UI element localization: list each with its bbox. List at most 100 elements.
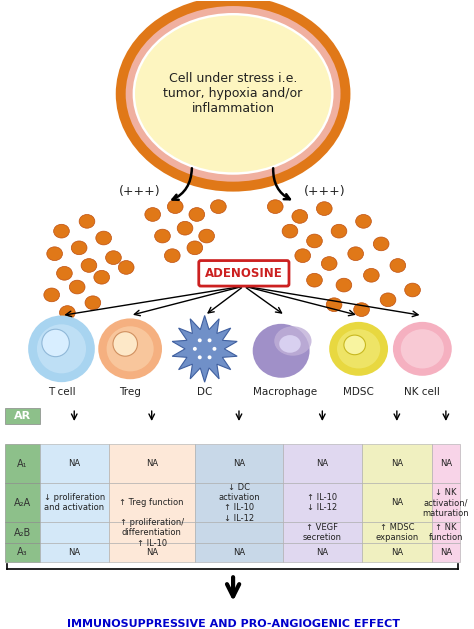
Text: A₃: A₃ (17, 547, 27, 557)
Ellipse shape (326, 298, 342, 311)
FancyBboxPatch shape (5, 483, 40, 523)
FancyBboxPatch shape (5, 523, 40, 543)
Ellipse shape (47, 247, 63, 260)
Ellipse shape (155, 229, 170, 243)
Ellipse shape (295, 249, 310, 262)
Text: A₂B: A₂B (14, 528, 31, 538)
Text: ↑ IL-10
↓ IL-12: ↑ IL-10 ↓ IL-12 (307, 493, 337, 513)
Text: ↑ proliferation/
differentiation
↑ IL-10: ↑ proliferation/ differentiation ↑ IL-10 (119, 518, 184, 548)
Ellipse shape (336, 278, 352, 292)
Text: A₁: A₁ (17, 459, 27, 469)
Text: NA: NA (391, 548, 403, 557)
Text: ↑ Treg function: ↑ Treg function (119, 498, 184, 508)
FancyBboxPatch shape (40, 523, 109, 543)
Ellipse shape (69, 280, 85, 294)
FancyBboxPatch shape (5, 408, 40, 425)
Ellipse shape (79, 214, 95, 228)
Ellipse shape (393, 322, 452, 376)
Text: A₂A: A₂A (14, 498, 31, 508)
Text: Macrophage: Macrophage (253, 387, 317, 397)
Text: ↑ NK
function: ↑ NK function (428, 523, 463, 542)
FancyBboxPatch shape (283, 444, 362, 483)
Text: NA: NA (316, 459, 328, 468)
Ellipse shape (390, 259, 406, 272)
Ellipse shape (107, 326, 154, 371)
Ellipse shape (199, 229, 214, 243)
Ellipse shape (60, 306, 75, 320)
Text: NA: NA (146, 459, 158, 468)
Ellipse shape (253, 324, 310, 378)
Text: Treg: Treg (119, 387, 141, 397)
Ellipse shape (380, 293, 396, 307)
FancyBboxPatch shape (195, 444, 283, 483)
Ellipse shape (98, 318, 162, 379)
Text: NA: NA (391, 459, 403, 468)
Ellipse shape (282, 225, 298, 238)
Text: NA: NA (316, 548, 328, 557)
Text: (+++): (+++) (303, 186, 345, 198)
Ellipse shape (329, 322, 388, 376)
Polygon shape (172, 316, 237, 382)
Text: Cell under stress i.e.
tumor, hypoxia and/or
inflammation: Cell under stress i.e. tumor, hypoxia an… (164, 72, 303, 115)
Text: ↑ VEGF
secretion: ↑ VEGF secretion (303, 523, 342, 542)
Text: ADENOSINE: ADENOSINE (205, 267, 283, 280)
FancyBboxPatch shape (362, 483, 432, 523)
Text: NA: NA (233, 548, 245, 557)
FancyBboxPatch shape (283, 543, 362, 562)
Text: NK cell: NK cell (404, 387, 440, 397)
Ellipse shape (85, 296, 100, 309)
FancyBboxPatch shape (109, 543, 195, 562)
Circle shape (198, 355, 202, 359)
Text: NA: NA (68, 459, 80, 468)
Ellipse shape (135, 15, 331, 172)
Text: (+++): (+++) (119, 186, 161, 198)
Text: NA: NA (440, 548, 452, 557)
Ellipse shape (96, 231, 111, 245)
FancyBboxPatch shape (195, 483, 283, 523)
FancyBboxPatch shape (195, 523, 283, 543)
Text: ↓ NK
activation/
maturation: ↓ NK activation/ maturation (422, 488, 469, 518)
Text: AR: AR (14, 411, 31, 421)
Circle shape (193, 347, 197, 351)
Ellipse shape (274, 326, 311, 355)
FancyBboxPatch shape (195, 543, 283, 562)
Text: NA: NA (391, 498, 403, 508)
Ellipse shape (401, 329, 444, 369)
Ellipse shape (54, 225, 69, 238)
Ellipse shape (118, 260, 134, 274)
Circle shape (208, 338, 211, 342)
Ellipse shape (337, 329, 380, 369)
Ellipse shape (374, 237, 389, 251)
FancyBboxPatch shape (432, 523, 460, 543)
Ellipse shape (348, 247, 364, 260)
Ellipse shape (189, 208, 205, 221)
Ellipse shape (187, 241, 203, 255)
FancyBboxPatch shape (5, 543, 40, 562)
Ellipse shape (71, 241, 87, 255)
Text: MDSC: MDSC (343, 387, 374, 397)
Text: ↑ MDSC
expansion: ↑ MDSC expansion (375, 523, 419, 542)
FancyBboxPatch shape (40, 483, 109, 523)
FancyBboxPatch shape (283, 483, 362, 523)
Ellipse shape (279, 335, 301, 353)
Ellipse shape (164, 249, 180, 262)
FancyBboxPatch shape (5, 444, 40, 483)
Ellipse shape (145, 208, 161, 221)
Ellipse shape (167, 200, 183, 213)
Ellipse shape (331, 225, 347, 238)
Text: NA: NA (440, 459, 452, 468)
Text: DC: DC (197, 387, 212, 397)
FancyBboxPatch shape (432, 483, 460, 523)
Ellipse shape (56, 267, 72, 280)
Ellipse shape (344, 335, 365, 355)
Ellipse shape (94, 270, 109, 284)
Ellipse shape (267, 200, 283, 213)
Ellipse shape (42, 329, 69, 357)
FancyBboxPatch shape (109, 523, 195, 543)
Ellipse shape (307, 274, 322, 287)
Ellipse shape (354, 303, 369, 316)
FancyBboxPatch shape (362, 444, 432, 483)
Ellipse shape (177, 221, 193, 235)
Ellipse shape (113, 331, 137, 356)
Ellipse shape (321, 257, 337, 270)
